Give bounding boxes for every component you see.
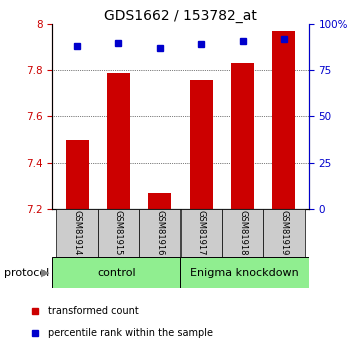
Text: Enigma knockdown: Enigma knockdown xyxy=(190,268,299,277)
Bar xyxy=(180,257,309,288)
Bar xyxy=(222,209,263,257)
Text: GSM81916: GSM81916 xyxy=(155,210,164,256)
Text: GSM81918: GSM81918 xyxy=(238,210,247,256)
Bar xyxy=(98,209,139,257)
Text: control: control xyxy=(97,268,136,277)
Title: GDS1662 / 153782_at: GDS1662 / 153782_at xyxy=(104,9,257,23)
Bar xyxy=(148,193,171,209)
Bar xyxy=(190,79,213,209)
Text: protocol: protocol xyxy=(4,268,49,277)
Text: GSM81917: GSM81917 xyxy=(197,210,206,256)
Bar xyxy=(273,31,295,209)
Bar xyxy=(56,209,98,257)
Text: percentile rank within the sample: percentile rank within the sample xyxy=(48,328,213,338)
Bar xyxy=(66,139,88,209)
Text: transformed count: transformed count xyxy=(48,306,139,315)
Text: GSM81919: GSM81919 xyxy=(279,210,288,256)
Bar xyxy=(107,72,130,209)
Text: GSM81914: GSM81914 xyxy=(73,210,82,256)
Bar xyxy=(139,209,180,257)
Bar xyxy=(231,63,254,209)
Bar xyxy=(263,209,305,257)
Text: ▶: ▶ xyxy=(41,268,49,277)
Bar xyxy=(52,257,180,288)
Text: GSM81915: GSM81915 xyxy=(114,210,123,256)
Bar xyxy=(180,209,222,257)
